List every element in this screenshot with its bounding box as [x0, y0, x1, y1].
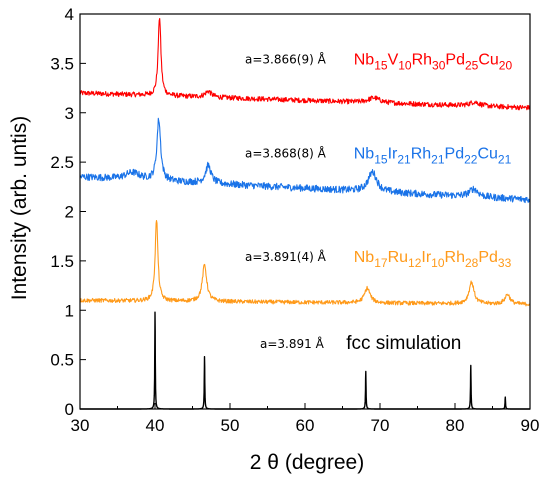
- series-line-1: [79, 117, 531, 204]
- y-tick-label: 3.5: [50, 54, 74, 73]
- lattice-parameter-label: a=3.891 Å: [260, 336, 325, 351]
- composition-label: Nb15V10Rh30Pd25Cu20: [354, 51, 513, 72]
- simulation-label: fcc simulation: [346, 333, 461, 354]
- element-subscript: 20: [499, 58, 513, 72]
- y-tick-label: 1: [65, 301, 74, 320]
- y-axis-title: Intensity (arb. untis): [8, 116, 31, 300]
- y-tick-label: 2.5: [50, 153, 74, 172]
- x-tick-label: 40: [146, 416, 165, 435]
- y-tick-label: 0: [65, 400, 74, 419]
- element-subscript: 10: [431, 256, 445, 270]
- element-symbol: Nb: [354, 51, 375, 68]
- element-symbol: V: [388, 51, 399, 68]
- element-symbol: Pd: [445, 145, 465, 162]
- x-tick-label: 50: [221, 416, 240, 435]
- ticks-layer: 30 40 50 60 70 80 90 0 0.5 1 1.5 2 2.5 3 3.5 4: [50, 5, 539, 435]
- x-tick-label: 30: [71, 416, 90, 435]
- y-tick-label: 4: [65, 5, 74, 24]
- element-subscript: 10: [398, 58, 412, 72]
- element-symbol: Ir: [421, 249, 431, 266]
- series-line-2: [79, 219, 531, 307]
- element-subscript: 30: [432, 58, 446, 72]
- element-symbol: Nb: [354, 145, 375, 162]
- y-tick-label: 1.5: [50, 252, 74, 271]
- element-symbol: Rh: [412, 51, 432, 68]
- element-subscript: 15: [374, 152, 388, 166]
- y-tick-label: 3: [65, 104, 74, 123]
- element-symbol: Pd: [445, 51, 465, 68]
- x-tick-label: 70: [371, 416, 390, 435]
- element-subscript: 21: [397, 152, 411, 166]
- element-subscript: 12: [408, 256, 422, 270]
- x-tick-label: 90: [521, 416, 540, 435]
- series-line-0: [79, 17, 531, 111]
- composition-label: Nb17Ru12Ir10Rh28Pd33: [354, 249, 512, 270]
- element-symbol: Rh: [411, 145, 431, 162]
- element-symbol: Cu: [478, 51, 498, 68]
- element-symbol: Pd: [478, 249, 498, 266]
- lattice-parameter-label: a=3.891(4) Å: [245, 249, 327, 264]
- element-subscript: 21: [431, 152, 445, 166]
- lattice-parameter-label: a=3.868(8) Å: [245, 145, 327, 160]
- y-tick-label: 0.5: [50, 351, 74, 370]
- element-symbol: Nb: [354, 249, 375, 266]
- composition-label: Nb15Ir21Rh21Pd22Cu21: [354, 145, 512, 166]
- element-subscript: 17: [374, 256, 388, 270]
- element-subscript: 28: [465, 256, 479, 270]
- element-subscript: 21: [498, 152, 512, 166]
- x-axis-title: 2 θ (degree): [250, 451, 364, 474]
- x-tick-label: 80: [446, 416, 465, 435]
- element-subscript: 22: [464, 152, 478, 166]
- element-symbol: Cu: [477, 145, 497, 162]
- element-symbol: Ir: [388, 145, 398, 162]
- element-subscript: 15: [374, 58, 388, 72]
- x-tick-label: 60: [296, 416, 315, 435]
- element-subscript: 25: [465, 58, 479, 72]
- lattice-parameter-label: a=3.866(9) Å: [245, 51, 327, 66]
- series-line-3: [79, 311, 531, 410]
- y-tick-label: 2: [65, 203, 74, 222]
- element-subscript: 33: [498, 256, 512, 270]
- element-symbol: Rh: [445, 249, 465, 266]
- element-symbol: Ru: [388, 249, 408, 266]
- annotation-layer: a=3.866(9) Å Nb15V10Rh30Pd25Cu20a=3.868(8…: [245, 51, 512, 353]
